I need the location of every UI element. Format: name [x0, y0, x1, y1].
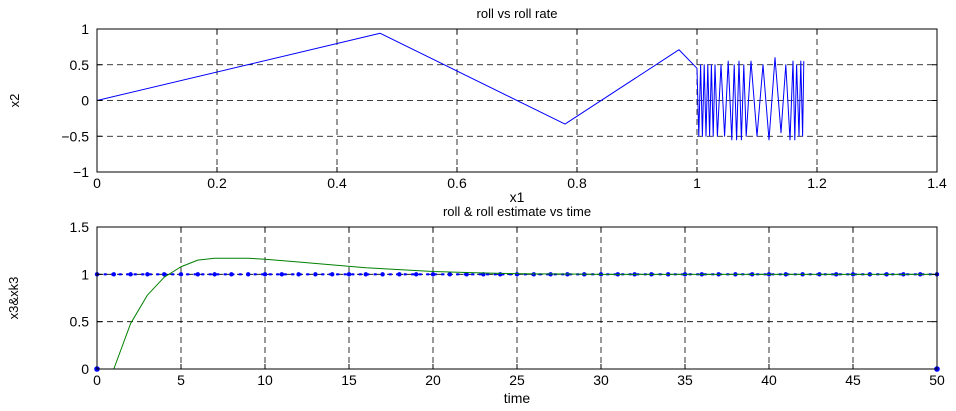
data-point [397, 272, 402, 277]
data-point [447, 272, 452, 277]
series-group [94, 257, 940, 372]
y-tick-label: 1 [81, 266, 89, 282]
series-group [96, 32, 805, 141]
x-tick-label: 0 [93, 372, 101, 388]
y-tick-label: 0 [81, 93, 89, 109]
data-point [279, 272, 284, 277]
data-point [296, 272, 301, 277]
x-tick-label: 1 [693, 175, 701, 191]
x-tick-label: 45 [845, 372, 861, 388]
tick-marks [96, 28, 938, 173]
x-tick-label: 0.2 [207, 175, 227, 191]
chart-title: roll & roll estimate vs time [443, 204, 591, 219]
x-tick-labels: 0 0.2 0.4 0.6 0.8 1 1.2 1.4 [93, 175, 947, 191]
data-point [145, 272, 150, 277]
tick-marks [96, 226, 938, 370]
x-tick-labels: 0 5 10 15 20 25 30 35 40 45 50 [93, 372, 945, 388]
data-point [212, 272, 217, 277]
data-point [498, 272, 503, 277]
y-tick-label: 1.5 [70, 219, 90, 235]
x-tick-label: 15 [341, 372, 357, 388]
y-tick-labels: 0 0.5 1 1.5 [70, 219, 90, 377]
data-point [262, 272, 268, 277]
gridlines [97, 227, 937, 369]
data-point [380, 272, 385, 277]
x-tick-label: 0.4 [327, 175, 347, 191]
x-tick-label: 1.4 [927, 175, 947, 191]
data-point [430, 272, 436, 277]
series-line-1 [97, 257, 937, 370]
data-point [414, 272, 419, 277]
data-point [162, 272, 167, 277]
roll-estimate-vs-time-panel: 0 5 10 15 20 25 30 35 40 45 50 0 0.5 1 1.5 roll & rol… [6, 204, 945, 406]
y-tick-label: 0 [81, 361, 89, 377]
y-axis-label: x2 [7, 94, 22, 108]
y-tick-label: 1 [81, 21, 89, 37]
y-tick-label: −1 [73, 164, 89, 180]
data-point [346, 272, 352, 277]
x-tick-label: 0.6 [447, 175, 467, 191]
chart-title: roll vs roll rate [477, 6, 558, 21]
data-point [313, 272, 318, 277]
x-tick-label: 50 [929, 372, 945, 388]
data-point [195, 272, 200, 277]
x-axis-label: x1 [510, 189, 525, 205]
y-tick-label: −0.5 [61, 128, 89, 144]
data-point [178, 272, 184, 277]
data-point [111, 272, 117, 277]
x-tick-label: 35 [677, 372, 693, 388]
x-tick-label: 0.8 [567, 175, 587, 191]
data-point [330, 272, 335, 277]
y-tick-labels: −1 −0.5 0 0.5 1 [61, 21, 89, 180]
y-axis-label: x3&xk3 [6, 277, 21, 320]
roll-vs-rollrate-panel: 0 0.2 0.4 0.6 0.8 1 1.2 1.4 −1 −0.5 0 0.5 1 roll vs… [7, 6, 947, 205]
data-point [464, 272, 469, 277]
x-tick-label: 25 [509, 372, 525, 388]
data-point [246, 272, 251, 277]
x-tick-label: 20 [425, 372, 441, 388]
x-tick-label: 10 [257, 372, 273, 388]
data-point [514, 272, 520, 277]
x-tick-label: 5 [177, 372, 185, 388]
x-tick-label: 0 [93, 175, 101, 191]
x-tick-label: 30 [593, 372, 609, 388]
x-tick-label: 1.2 [807, 175, 827, 191]
y-tick-label: 0.5 [70, 314, 90, 330]
y-tick-label: 0.5 [70, 57, 90, 73]
series-line-0 [96, 32, 805, 141]
x-axis-label: time [504, 390, 531, 406]
data-point [229, 272, 234, 277]
x-tick-label: 40 [761, 372, 777, 388]
data-point [363, 272, 368, 277]
data-point [128, 272, 133, 277]
